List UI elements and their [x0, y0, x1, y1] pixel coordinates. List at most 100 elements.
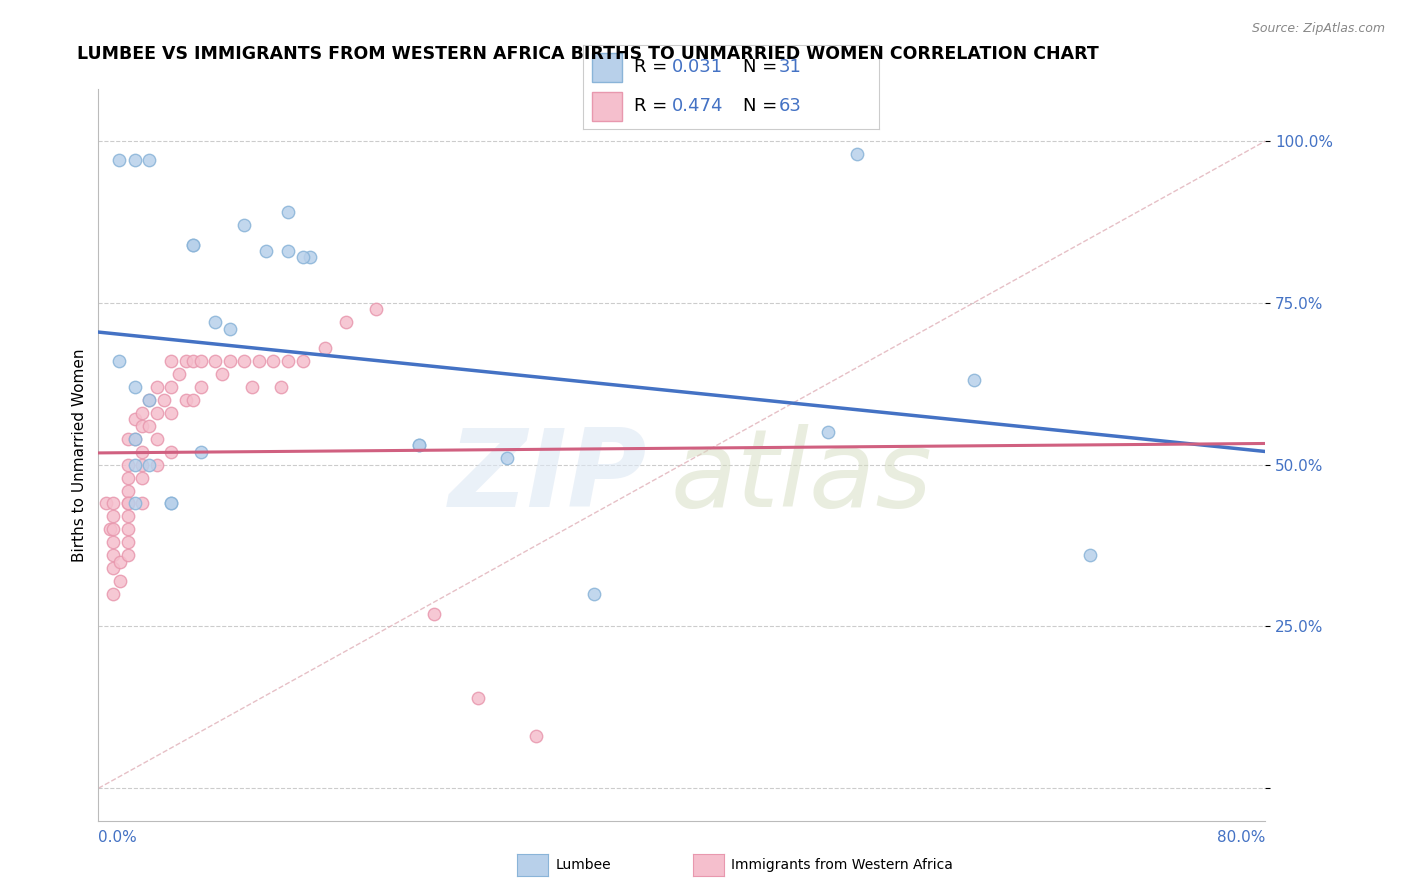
- Text: N =: N =: [742, 97, 783, 115]
- Point: [524, 730, 547, 744]
- Point: [108, 354, 131, 368]
- Point: [101, 522, 124, 536]
- Point: [291, 354, 314, 368]
- Point: [117, 509, 139, 524]
- Point: [146, 458, 169, 472]
- Text: 0.031: 0.031: [672, 59, 723, 77]
- Point: [233, 354, 256, 368]
- Point: [110, 555, 132, 569]
- Point: [204, 315, 226, 329]
- Point: [277, 205, 299, 219]
- Point: [94, 496, 117, 510]
- Point: [160, 444, 183, 458]
- Point: [467, 690, 489, 705]
- Point: [160, 380, 183, 394]
- Point: [138, 458, 160, 472]
- Point: [117, 496, 139, 510]
- Point: [101, 561, 124, 575]
- Point: [131, 406, 153, 420]
- Point: [153, 392, 176, 407]
- Point: [131, 418, 153, 433]
- Point: [181, 354, 204, 368]
- Point: [408, 438, 430, 452]
- Point: [117, 432, 139, 446]
- Point: [247, 354, 270, 368]
- Point: [167, 367, 190, 381]
- Point: [124, 496, 146, 510]
- Point: [117, 496, 139, 510]
- Point: [335, 315, 357, 329]
- Point: [364, 302, 387, 317]
- Point: [146, 432, 169, 446]
- Point: [101, 548, 124, 562]
- Point: [160, 354, 183, 368]
- Point: [124, 458, 146, 472]
- Point: [254, 244, 277, 258]
- Text: 80.0%: 80.0%: [1218, 830, 1265, 845]
- Text: Immigrants from Western Africa: Immigrants from Western Africa: [731, 858, 953, 872]
- Point: [138, 418, 160, 433]
- Text: 0.0%: 0.0%: [98, 830, 138, 845]
- Text: Source: ZipAtlas.com: Source: ZipAtlas.com: [1251, 22, 1385, 36]
- Point: [211, 367, 233, 381]
- Text: Lumbee: Lumbee: [555, 858, 612, 872]
- Point: [124, 153, 146, 168]
- FancyBboxPatch shape: [592, 54, 621, 82]
- Point: [1080, 548, 1102, 562]
- Point: [124, 380, 146, 394]
- Point: [583, 587, 606, 601]
- Point: [138, 153, 160, 168]
- Point: [117, 458, 139, 472]
- Text: 0.474: 0.474: [672, 97, 724, 115]
- FancyBboxPatch shape: [592, 92, 621, 120]
- Point: [314, 341, 336, 355]
- Point: [98, 522, 121, 536]
- Point: [240, 380, 263, 394]
- Point: [817, 425, 839, 440]
- Point: [496, 451, 519, 466]
- Text: ZIP: ZIP: [449, 424, 647, 530]
- Y-axis label: Births to Unmarried Women: Births to Unmarried Women: [72, 348, 87, 562]
- Point: [131, 444, 153, 458]
- Point: [233, 218, 256, 232]
- Point: [160, 496, 183, 510]
- Point: [218, 354, 240, 368]
- Point: [117, 548, 139, 562]
- Point: [190, 354, 212, 368]
- Point: [101, 587, 124, 601]
- Point: [117, 470, 139, 484]
- Point: [124, 412, 146, 426]
- Point: [174, 392, 197, 407]
- Point: [181, 392, 204, 407]
- Point: [117, 483, 139, 498]
- Point: [101, 496, 124, 510]
- Point: [131, 496, 153, 510]
- Point: [181, 237, 204, 252]
- Point: [204, 354, 226, 368]
- Point: [262, 354, 284, 368]
- Point: [277, 244, 299, 258]
- Point: [131, 470, 153, 484]
- Point: [408, 438, 430, 452]
- Text: R =: R =: [634, 59, 672, 77]
- Text: atlas: atlas: [671, 425, 932, 529]
- Point: [190, 444, 212, 458]
- Point: [138, 392, 160, 407]
- Point: [160, 406, 183, 420]
- Text: N =: N =: [742, 59, 783, 77]
- Text: 31: 31: [779, 59, 801, 77]
- Text: R =: R =: [634, 97, 672, 115]
- Point: [277, 354, 299, 368]
- Point: [962, 374, 984, 388]
- Point: [291, 251, 314, 265]
- Point: [117, 535, 139, 549]
- Point: [108, 153, 131, 168]
- Point: [124, 432, 146, 446]
- Point: [160, 496, 183, 510]
- Point: [110, 574, 132, 589]
- Text: 63: 63: [779, 97, 801, 115]
- Point: [124, 432, 146, 446]
- Point: [138, 392, 160, 407]
- Point: [131, 458, 153, 472]
- Point: [117, 522, 139, 536]
